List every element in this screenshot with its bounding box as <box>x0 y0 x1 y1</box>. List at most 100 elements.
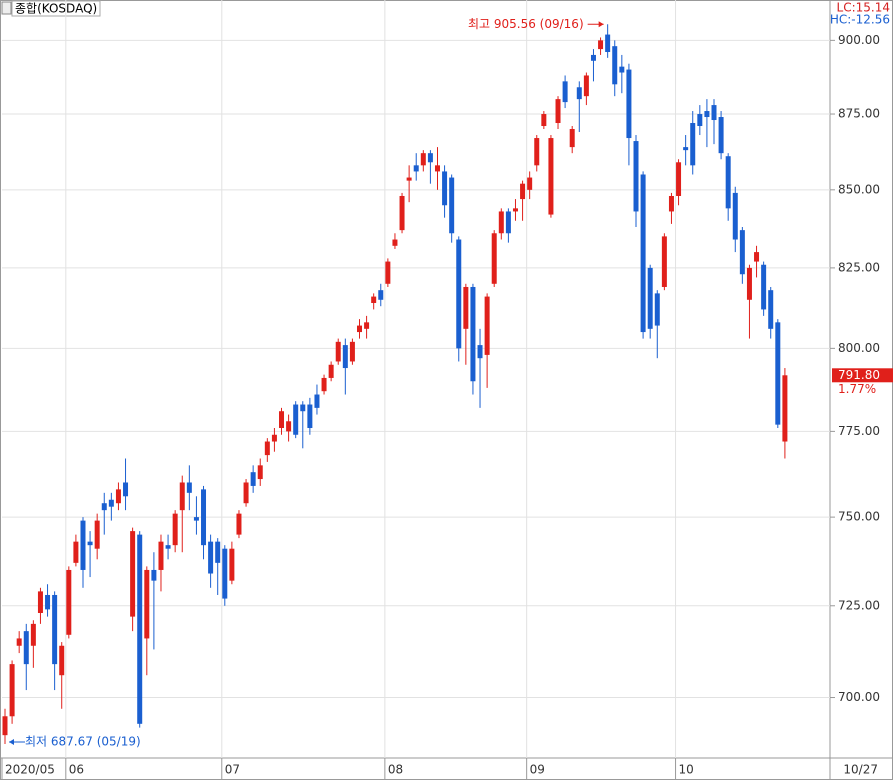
candle-body <box>37 591 43 613</box>
y-tick-label: 775.00 <box>838 424 880 438</box>
candle-body <box>739 230 745 275</box>
candle-body <box>548 138 554 215</box>
candle-body <box>158 541 164 570</box>
title-box <box>11 0 101 17</box>
y-tick-label: 825.00 <box>838 260 880 274</box>
candle-body <box>201 489 207 546</box>
candle-body <box>520 183 526 200</box>
candle-body <box>413 165 419 172</box>
candle-body <box>30 623 36 646</box>
candle-body <box>307 404 313 429</box>
x-tick-label: 07 <box>225 763 240 777</box>
candle-body <box>16 638 22 646</box>
candle-body <box>562 81 568 103</box>
candle-body <box>165 545 171 549</box>
candle-body <box>449 177 455 234</box>
candle-body <box>130 531 136 617</box>
chart-title: 종합(KOSDAQ) <box>15 2 97 16</box>
candle-body <box>626 69 632 139</box>
candle-body <box>193 517 199 521</box>
candle-body <box>590 54 596 61</box>
candle-body <box>697 114 703 127</box>
candle-body <box>633 141 639 212</box>
candle-body <box>711 105 717 121</box>
x-tick-label: 10/27 <box>843 763 878 777</box>
candle-body <box>222 548 228 599</box>
candle-body <box>80 520 86 570</box>
candle-body <box>179 482 185 511</box>
candle-body <box>761 264 767 310</box>
y-tick-label: 900.00 <box>838 33 880 47</box>
candle-body <box>775 322 781 425</box>
candle-body <box>9 664 15 717</box>
candle-body <box>676 162 682 196</box>
candle-body <box>569 129 575 148</box>
candle-body <box>484 296 490 355</box>
high-annotation: 최고 905.56 (09/16) <box>468 17 584 31</box>
y-tick-label: 800.00 <box>838 341 880 355</box>
candle-body <box>243 482 249 504</box>
candle-body <box>477 345 483 359</box>
candle-body <box>512 208 518 212</box>
candle-body <box>534 138 540 166</box>
candle-body <box>357 325 362 333</box>
candle-body <box>399 195 405 231</box>
candle-body <box>286 421 292 432</box>
candle-body <box>2 716 8 736</box>
candle-body <box>732 192 738 240</box>
candle-body <box>52 594 58 665</box>
candle-body <box>612 46 618 85</box>
candle-body <box>108 499 114 507</box>
candle-body <box>420 153 426 166</box>
info-label: HC:-12.56 <box>830 13 890 27</box>
title-icon <box>1 1 12 15</box>
candle-body <box>23 631 29 665</box>
candle-body <box>782 375 788 442</box>
candle-body <box>463 286 469 329</box>
candle-body <box>342 345 348 369</box>
candle-body <box>378 290 384 300</box>
last-price-label: 791.80 <box>838 368 880 382</box>
candle-body <box>349 341 355 362</box>
candle-body <box>151 569 157 581</box>
candle-body <box>314 394 320 408</box>
candle-body <box>215 541 221 563</box>
candle-body <box>654 293 660 326</box>
candle-body <box>87 541 93 546</box>
candle-body <box>605 34 611 53</box>
y-tick-label: 750.00 <box>838 510 880 524</box>
candle-body <box>434 165 440 172</box>
candle-body <box>768 290 774 329</box>
candle-body <box>527 177 533 190</box>
candle-body <box>640 174 646 333</box>
low-annotation: 최저 687.67 (05/19) <box>25 735 141 749</box>
candle-body <box>101 503 107 511</box>
candle-body <box>385 261 391 284</box>
candle-body <box>647 267 653 329</box>
candle-body <box>257 465 263 480</box>
x-tick-label: 08 <box>388 763 403 777</box>
candle-body <box>619 66 625 73</box>
candle-body <box>172 513 178 546</box>
candle-body <box>279 411 285 429</box>
candle-body <box>668 195 674 212</box>
candle-body <box>59 645 65 676</box>
candle-body <box>250 472 256 486</box>
y-tick-label: 875.00 <box>838 107 880 121</box>
candle-body <box>406 177 412 181</box>
candle-body <box>335 341 341 362</box>
candle-body <box>364 322 370 329</box>
candle-body <box>45 594 51 610</box>
last-price-box <box>832 368 893 383</box>
candle-body <box>73 541 79 563</box>
candle-body <box>115 489 121 504</box>
x-tick-label: 06 <box>69 763 84 777</box>
x-tick-label: 10 <box>679 763 694 777</box>
candle-body <box>442 171 448 206</box>
candle-body <box>123 482 129 497</box>
candle-body <box>456 239 462 349</box>
candle-body <box>555 99 561 124</box>
candle-body <box>321 377 327 392</box>
